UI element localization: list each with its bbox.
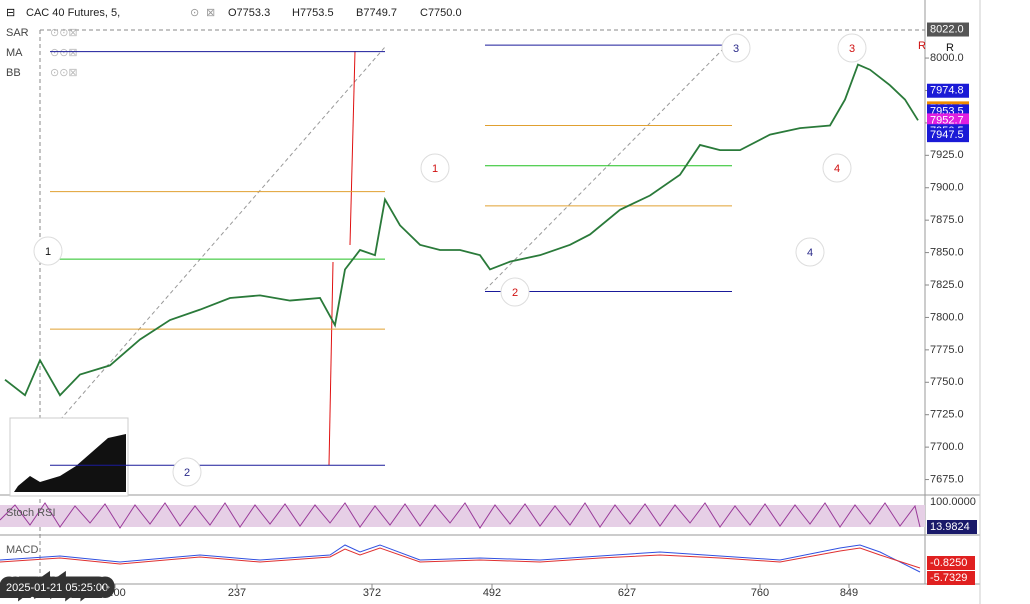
y-tick-label: 7675.0 <box>930 473 964 485</box>
stoch-line <box>0 502 921 529</box>
measure-arrow <box>349 50 356 246</box>
y-tick-label: 7750.0 <box>930 376 964 388</box>
measure-arrow <box>328 261 334 466</box>
y-tick-label: 7925.0 <box>930 149 964 161</box>
x-tick-label: 492 <box>483 587 501 599</box>
wave-circle <box>837 33 867 63</box>
y-tick-label: 7875.0 <box>930 214 964 226</box>
indicator-controls: ⊙⊙⊠ <box>50 27 78 39</box>
header-icon: ⊠ <box>206 7 215 19</box>
date-label: 2025-01-21 05:25:00 <box>6 582 108 594</box>
x-tick-label: 2:00 <box>104 587 125 599</box>
symbol-title: CAC 40 Futures, 5, <box>26 7 120 19</box>
wave-circle <box>420 153 450 183</box>
x-tick-label: 760 <box>751 587 769 599</box>
indicator-controls: ⊙⊙⊠ <box>50 47 78 59</box>
header-icon: ⊙ <box>190 7 199 19</box>
r-marker[interactable]: R <box>946 42 954 54</box>
y-tick-label: 7725.0 <box>930 409 964 421</box>
stoch-band <box>0 505 925 527</box>
macd-line <box>0 544 921 573</box>
y-tick-label: 7800.0 <box>930 311 964 323</box>
trend-tool <box>59 46 386 421</box>
wave-circle <box>500 277 530 307</box>
wave-label: 1 <box>45 246 51 258</box>
stoch-label: Stoch RSI <box>6 507 56 519</box>
wave-label: 4 <box>807 247 813 259</box>
macd-tag <box>927 571 975 585</box>
price-line <box>4 63 919 397</box>
price-tag <box>927 113 969 128</box>
indicator-label: SAR <box>6 27 29 39</box>
wave-label: 1 <box>432 163 438 175</box>
y-tick-label: 7700.0 <box>930 441 964 453</box>
logo <box>9 417 129 497</box>
ohlc-value: O7753.3 <box>228 7 270 19</box>
price-tag-label: 7952.7 <box>930 114 964 126</box>
trend-tool <box>484 39 733 291</box>
wave-label: 3 <box>733 43 739 55</box>
y-tick-label: 7850.0 <box>930 246 964 258</box>
wave-circle <box>721 33 751 63</box>
price-tag-label: 8022.0 <box>930 23 964 35</box>
wave-circle <box>822 153 852 183</box>
signal-line <box>0 547 921 569</box>
stoch-tick-label: 100.0000 <box>930 496 976 508</box>
wave-label: 2 <box>512 287 518 299</box>
y-tick-label: 7775.0 <box>930 344 964 356</box>
wave-circle <box>33 236 63 266</box>
x-tick-label: 849 <box>840 587 858 599</box>
x-tick-label: 627 <box>618 587 636 599</box>
price-tag <box>927 83 969 98</box>
y-tick-label: 7900.0 <box>930 182 964 194</box>
wave-circle <box>795 237 825 267</box>
wave-circle <box>172 457 202 487</box>
y-tick-label: 8000.0 <box>930 52 964 64</box>
price-tag <box>927 128 969 143</box>
ohlc-value: B7749.7 <box>356 7 397 19</box>
price-tag-label: 7974.8 <box>930 85 964 97</box>
r-marker[interactable]: R <box>918 40 926 52</box>
price-tag-label: 7947.5 <box>930 129 964 141</box>
indicator-label: MA <box>6 47 23 59</box>
x-tick-label: 372 <box>363 587 381 599</box>
ohlc-value: H7753.5 <box>292 7 334 19</box>
stoch-tag <box>927 520 977 534</box>
collapse-icon[interactable]: ⊟ <box>6 7 15 19</box>
y-tick-label: 7825.0 <box>930 279 964 291</box>
wave-label: 3 <box>849 43 855 55</box>
ohlc-value: C7750.0 <box>420 7 462 19</box>
x-tick-label: 237 <box>228 587 246 599</box>
wave-label: 4 <box>834 163 840 175</box>
macd-tag-label: -0.8250 <box>930 557 967 569</box>
price-tag <box>927 22 969 37</box>
macd-tag <box>927 556 975 570</box>
macd-tag-label: -5.7329 <box>930 572 967 584</box>
indicator-controls: ⊙⊙⊠ <box>50 67 78 79</box>
stoch-tag-label: 13.9824 <box>930 521 970 533</box>
macd-label: MACD <box>6 544 38 556</box>
wave-label: 2 <box>184 467 190 479</box>
indicator-label: BB <box>6 67 21 79</box>
